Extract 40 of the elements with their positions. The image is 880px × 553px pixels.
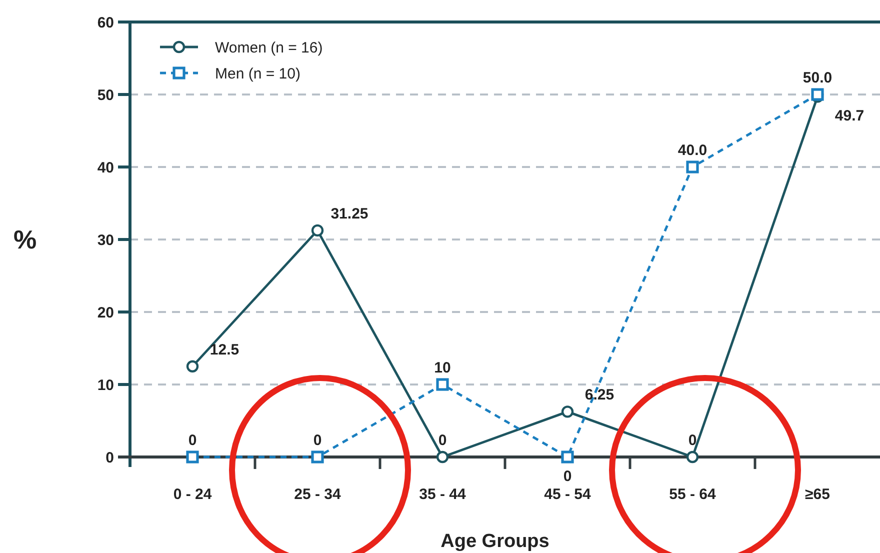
data-label: 0: [188, 432, 197, 449]
point: [686, 450, 699, 464]
point: [811, 88, 824, 101]
y-tick-label: 10: [97, 376, 114, 394]
y-tick-label: 30: [97, 232, 114, 249]
point: [436, 450, 449, 464]
point: [311, 224, 324, 237]
data-label: 0: [313, 432, 322, 449]
x-tick-label: 35 - 44: [419, 486, 467, 503]
y-tick-label: 40: [97, 159, 114, 176]
legend-label: Men (n = 10): [215, 65, 300, 82]
y-tick-label: 20: [97, 304, 114, 322]
data-label: 40.0: [678, 142, 708, 159]
data-label: 0: [688, 432, 697, 449]
point: [436, 378, 449, 391]
data-label: 6.25: [584, 386, 614, 404]
point: [561, 450, 574, 464]
x-tick-label: 45 - 54: [544, 486, 592, 503]
x-tick-label: 25 - 34: [294, 486, 342, 503]
x-tick-label: 55 - 64: [669, 486, 717, 503]
data-label: 49.7: [834, 108, 864, 125]
y-axis-title: %: [13, 224, 37, 255]
legend-label: Women (n = 16): [215, 39, 323, 56]
data-label: 0: [563, 468, 572, 485]
data-label: 0: [438, 432, 447, 449]
point: [186, 360, 199, 372]
data-label: 31.25: [330, 205, 368, 222]
data-label: 12.5: [210, 341, 240, 358]
y-tick-label: 0: [106, 449, 114, 466]
y-tick-label: 50: [97, 86, 114, 104]
point: [686, 160, 699, 174]
point: [186, 450, 199, 464]
x-tick-label: 0 - 24: [173, 486, 212, 503]
data-label: 50.0: [802, 70, 832, 86]
point: [561, 406, 574, 418]
y-tick-label: 60: [97, 14, 114, 32]
x-tick-label: ≥65: [805, 486, 830, 503]
point: [311, 450, 324, 464]
x-axis-title: Age Groups: [440, 531, 550, 552]
data-label: 10: [434, 360, 451, 376]
